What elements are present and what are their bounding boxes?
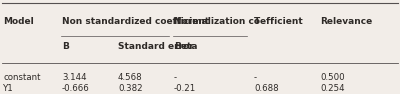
Text: constant: constant bbox=[3, 73, 41, 82]
Text: 0.500: 0.500 bbox=[320, 73, 345, 82]
Text: 3.144: 3.144 bbox=[62, 73, 87, 82]
Text: Normalization coefficient: Normalization coefficient bbox=[174, 17, 303, 26]
Text: Standard error: Standard error bbox=[118, 42, 194, 51]
Text: Beta: Beta bbox=[174, 42, 198, 51]
Text: Relevance: Relevance bbox=[320, 17, 372, 26]
Text: Model: Model bbox=[3, 17, 34, 26]
Text: 0.688: 0.688 bbox=[254, 84, 279, 93]
Text: -0.21: -0.21 bbox=[174, 84, 196, 93]
Text: -: - bbox=[254, 73, 257, 82]
Text: -0.666: -0.666 bbox=[62, 84, 90, 93]
Text: T: T bbox=[254, 17, 260, 26]
Text: 4.568: 4.568 bbox=[118, 73, 143, 82]
Text: B: B bbox=[62, 42, 69, 51]
Text: -: - bbox=[174, 73, 177, 82]
Text: Y1: Y1 bbox=[3, 84, 14, 93]
Text: 0.254: 0.254 bbox=[320, 84, 345, 93]
Text: 0.382: 0.382 bbox=[118, 84, 143, 93]
Text: Non standardized coefficient: Non standardized coefficient bbox=[62, 17, 209, 26]
